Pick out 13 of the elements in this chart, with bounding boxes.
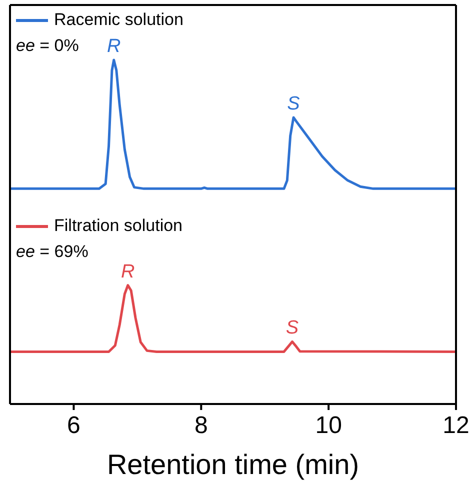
legend-label: Filtration solution [54, 216, 183, 236]
x-axis-title: Retention time (min) [106, 449, 360, 480]
x-tick-label: 10 [315, 412, 342, 440]
x-tick-label: 6 [67, 412, 80, 440]
x-tick-label: 8 [194, 412, 208, 440]
annotation: R [106, 36, 121, 58]
annotation: ee = 69% [16, 242, 90, 262]
annotation: S [286, 318, 299, 339]
x-tick-label: 12 [442, 412, 470, 440]
annotation: S [287, 93, 300, 114]
annotation: R [121, 261, 136, 282]
legend-label: Racemic solution [54, 10, 184, 30]
text: ee = 0% [16, 36, 79, 55]
